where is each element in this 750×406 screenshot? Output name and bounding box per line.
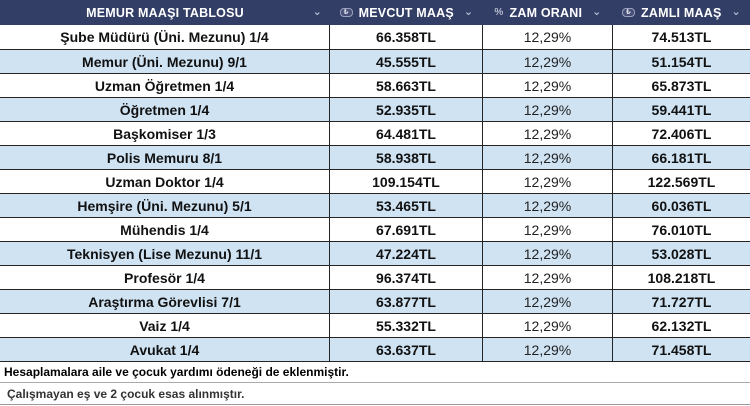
job-title-cell: Uzman Doktor 1/4 [0,170,330,193]
raised-salary-cell: 60.036TL [651,197,712,214]
table-row: Teknisyen (Lise Mezunu) 11/1 47.224TL 12… [0,241,750,265]
raise-rate-cell: 12,29% [483,122,613,145]
current-salary-cell: 66.358TL [330,25,483,49]
table-row: Başkomiser 1/3 64.481TL 12,29% 72.406TL [0,121,750,145]
table-row: Memur (Üni. Mezunu) 9/1 45.555TL 12,29% … [0,49,750,73]
table-row: Öğretmen 1/4 52.935TL 12,29% 59.441TL [0,97,750,121]
raise-rate-cell: 12,29% [483,25,613,49]
header-raised-salary-label: ZAMLI MAAŞ [641,5,722,20]
raise-rate-cell: 12,29% [483,74,613,97]
raised-salary-cell: 122.569TL [647,173,716,190]
table-body: Şube Müdürü (Üni. Mezunu) 1/4 66.358TL 1… [0,25,750,361]
raised-salary-cell: 76.010TL [651,221,712,238]
current-salary-cell: 96.374TL [330,266,483,289]
raised-salary-cell: 51.154TL [651,53,712,70]
job-title-cell: Avukat 1/4 [0,338,330,361]
current-salary-cell: 52.935TL [330,98,483,121]
current-salary-cell: 63.637TL [330,338,483,361]
raised-salary-cell: 65.873TL [651,77,712,94]
job-title-cell: Mühendis 1/4 [0,218,330,241]
raised-salary-cell: 59.441TL [651,101,712,118]
table-row: Şube Müdürü (Üni. Mezunu) 1/4 66.358TL 1… [0,25,750,49]
raise-rate-cell: 12,29% [483,266,613,289]
raise-rate-cell: 12,29% [483,290,613,313]
job-title-cell: Memur (Üni. Mezunu) 9/1 [0,50,330,73]
lira-icon: ₺ [339,8,353,17]
raised-salary-cell: 74.513TL [651,29,712,45]
current-salary-cell: 58.938TL [330,146,483,169]
job-title-cell: Şube Müdürü (Üni. Mezunu) 1/4 [0,25,330,49]
job-title-cell: Araştırma Görevlisi 7/1 [0,290,330,313]
footer-note: Hesaplamalara aile ve çocuk yardımı öden… [0,362,750,383]
current-salary-cell: 109.154TL [330,170,483,193]
raised-salary-cell: 62.132TL [651,317,712,334]
raise-rate-cell: 12,29% [483,98,613,121]
table-row: Araştırma Görevlisi 7/1 63.877TL 12,29% … [0,289,750,313]
current-salary-cell: 47.224TL [330,242,483,265]
chevron-down-icon[interactable]: ⌄ [312,6,322,18]
table-row: Uzman Öğretmen 1/4 58.663TL 12,29% 65.87… [0,73,750,97]
job-title-cell: Uzman Öğretmen 1/4 [0,74,330,97]
raised-salary-cell: 71.727TL [651,293,712,310]
current-salary-cell: 64.481TL [330,122,483,145]
header-raise-rate-label: ZAM ORANI [509,5,583,20]
header-current-salary-label: MEVCUT MAAŞ [358,5,454,20]
current-salary-cell: 55.332TL [330,314,483,337]
current-salary-cell: 45.555TL [330,50,483,73]
raised-salary-cell: 72.406TL [651,125,712,142]
job-title-cell: Hemşire (Üni. Mezunu) 5/1 [0,194,330,217]
footer-note: Çalışmayan eş ve 2 çocuk esas alınmıştır… [0,383,750,405]
job-title-cell: Başkomiser 1/3 [0,122,330,145]
job-title-cell: Öğretmen 1/4 [0,98,330,121]
header-title-dropdown[interactable]: MEMUR MAAŞI TABLOSU ⌄ [0,0,330,25]
table-header: MEMUR MAAŞI TABLOSU ⌄ ₺ MEVCUT MAAŞ ⌄ % … [0,0,750,25]
current-salary-cell: 53.465TL [330,194,483,217]
table-title: MEMUR MAAŞI TABLOSU [86,5,244,20]
header-raised-salary-dropdown[interactable]: ₺ ZAMLI MAAŞ ⌄ [613,0,750,25]
percent-icon: % [494,6,504,18]
current-salary-cell: 67.691TL [330,218,483,241]
header-current-salary-dropdown[interactable]: ₺ MEVCUT MAAŞ ⌄ [330,0,483,25]
raise-rate-cell: 12,29% [483,242,613,265]
table-row: Polis Memuru 8/1 58.938TL 12,29% 66.181T… [0,145,750,169]
job-title-cell: Profesör 1/4 [0,266,330,289]
header-raise-rate-dropdown[interactable]: % ZAM ORANI ⌄ [483,0,613,25]
table-row: Avukat 1/4 63.637TL 12,29% 71.458TL [0,337,750,361]
raise-rate-cell: 12,29% [483,170,613,193]
table-footer: Hesaplamalara aile ve çocuk yardımı öden… [0,361,750,405]
raised-salary-cell: 108.218TL [647,269,716,286]
chevron-down-icon[interactable]: ⌄ [592,6,602,18]
raise-rate-cell: 12,29% [483,314,613,337]
raise-rate-cell: 12,29% [483,50,613,73]
table-row: Vaiz 1/4 55.332TL 12,29% 62.132TL [0,313,750,337]
current-salary-cell: 63.877TL [330,290,483,313]
chevron-down-icon[interactable]: ⌄ [463,6,474,18]
table-row: Profesör 1/4 96.374TL 12,29% 108.218TL [0,265,750,289]
raised-salary-cell: 53.028TL [651,245,712,262]
job-title-cell: Polis Memuru 8/1 [0,146,330,169]
job-title-cell: Vaiz 1/4 [0,314,330,337]
raised-salary-cell: 71.458TL [651,341,712,358]
raise-rate-cell: 12,29% [483,194,613,217]
raise-rate-cell: 12,29% [483,146,613,169]
current-salary-cell: 58.663TL [330,74,483,97]
raise-rate-cell: 12,29% [483,338,613,361]
lira-icon: ₺ [622,8,636,17]
raised-salary-cell: 66.181TL [651,149,712,166]
raise-rate-cell: 12,29% [483,218,613,241]
table-row: Mühendis 1/4 67.691TL 12,29% 76.010TL [0,217,750,241]
chevron-down-icon[interactable]: ⌄ [731,6,741,18]
job-title-cell: Teknisyen (Lise Mezunu) 11/1 [0,242,330,265]
table-row: Uzman Doktor 1/4 109.154TL 12,29% 122.56… [0,169,750,193]
table-row: Hemşire (Üni. Mezunu) 5/1 53.465TL 12,29… [0,193,750,217]
